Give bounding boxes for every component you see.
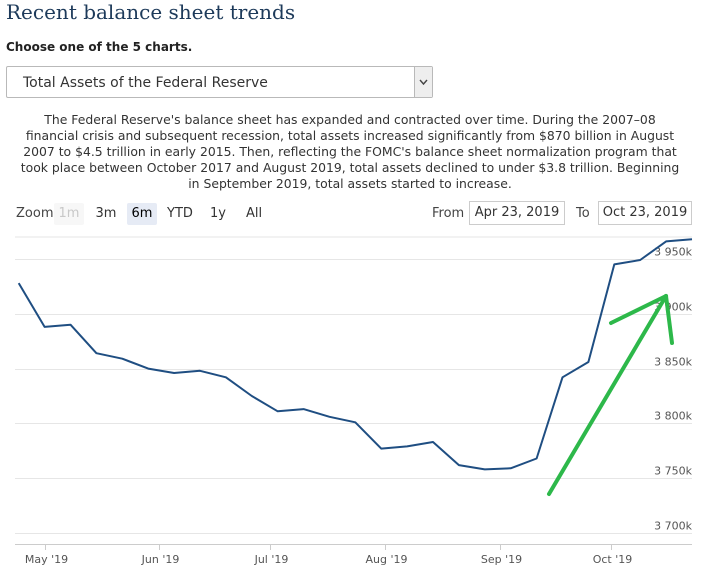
x-tick-label: Aug '19 [366, 553, 408, 566]
zoom-1y-button[interactable]: 1y [210, 206, 226, 221]
to-label: To [576, 206, 590, 221]
chart-gridlines [15, 236, 692, 534]
y-tick-label: 3 950k [654, 246, 692, 259]
zoom-1m-button[interactable]: 1m [54, 203, 84, 225]
x-tick-label: Sep '19 [481, 553, 522, 566]
x-tick-label: Oct '19 [593, 553, 633, 566]
chart-description: The Federal Reserve's balance sheet has … [20, 112, 680, 191]
x-tick-label: May '19 [25, 553, 68, 566]
y-tick-label: 3 850k [654, 356, 692, 369]
to-date-input[interactable]: Oct 23, 2019 [598, 201, 692, 225]
zoom-3m-button[interactable]: 3m [95, 206, 117, 221]
y-tick-label: 3 700k [654, 520, 692, 533]
zoom-label: Zoom [16, 206, 54, 221]
chart-selector-value: Total Assets of the Federal Reserve [23, 75, 268, 91]
chart-selector-dropdown[interactable]: Total Assets of the Federal Reserve [6, 66, 433, 98]
x-tick-label: Jun '19 [141, 553, 180, 566]
arrow-main-stroke [547, 294, 668, 496]
arrow-head-right [664, 294, 674, 345]
page-title: Recent balance sheet trends [6, 0, 296, 24]
arrow-head-left [609, 294, 668, 325]
x-axis: May '19 Jun '19 Jul '19 Aug '19 Sep '19 Oct '… [15, 544, 692, 566]
from-label: From [432, 206, 465, 221]
y-axis-ticks: 3 700k 3 750k 3 800k 3 850k 3 900k 3 950k [654, 246, 692, 533]
zoom-6m-button[interactable]: 6m [127, 203, 157, 225]
y-tick-label: 3 900k [654, 301, 692, 314]
x-tick-label: Jul '19 [254, 553, 289, 566]
zoom-all-button[interactable]: All [245, 206, 263, 221]
y-tick-label: 3 800k [654, 410, 692, 423]
annotation-arrows [547, 294, 674, 496]
y-tick-label: 3 750k [654, 465, 692, 478]
from-date-input[interactable]: Apr 23, 2019 [469, 201, 565, 225]
zoom-ytd-button[interactable]: YTD [167, 206, 193, 221]
chevron-down-icon[interactable] [414, 67, 432, 97]
chart-choice-prompt: Choose one of the 5 charts. [6, 40, 193, 54]
series-line-total-assets [17, 238, 693, 471]
chart-series [17, 238, 693, 471]
